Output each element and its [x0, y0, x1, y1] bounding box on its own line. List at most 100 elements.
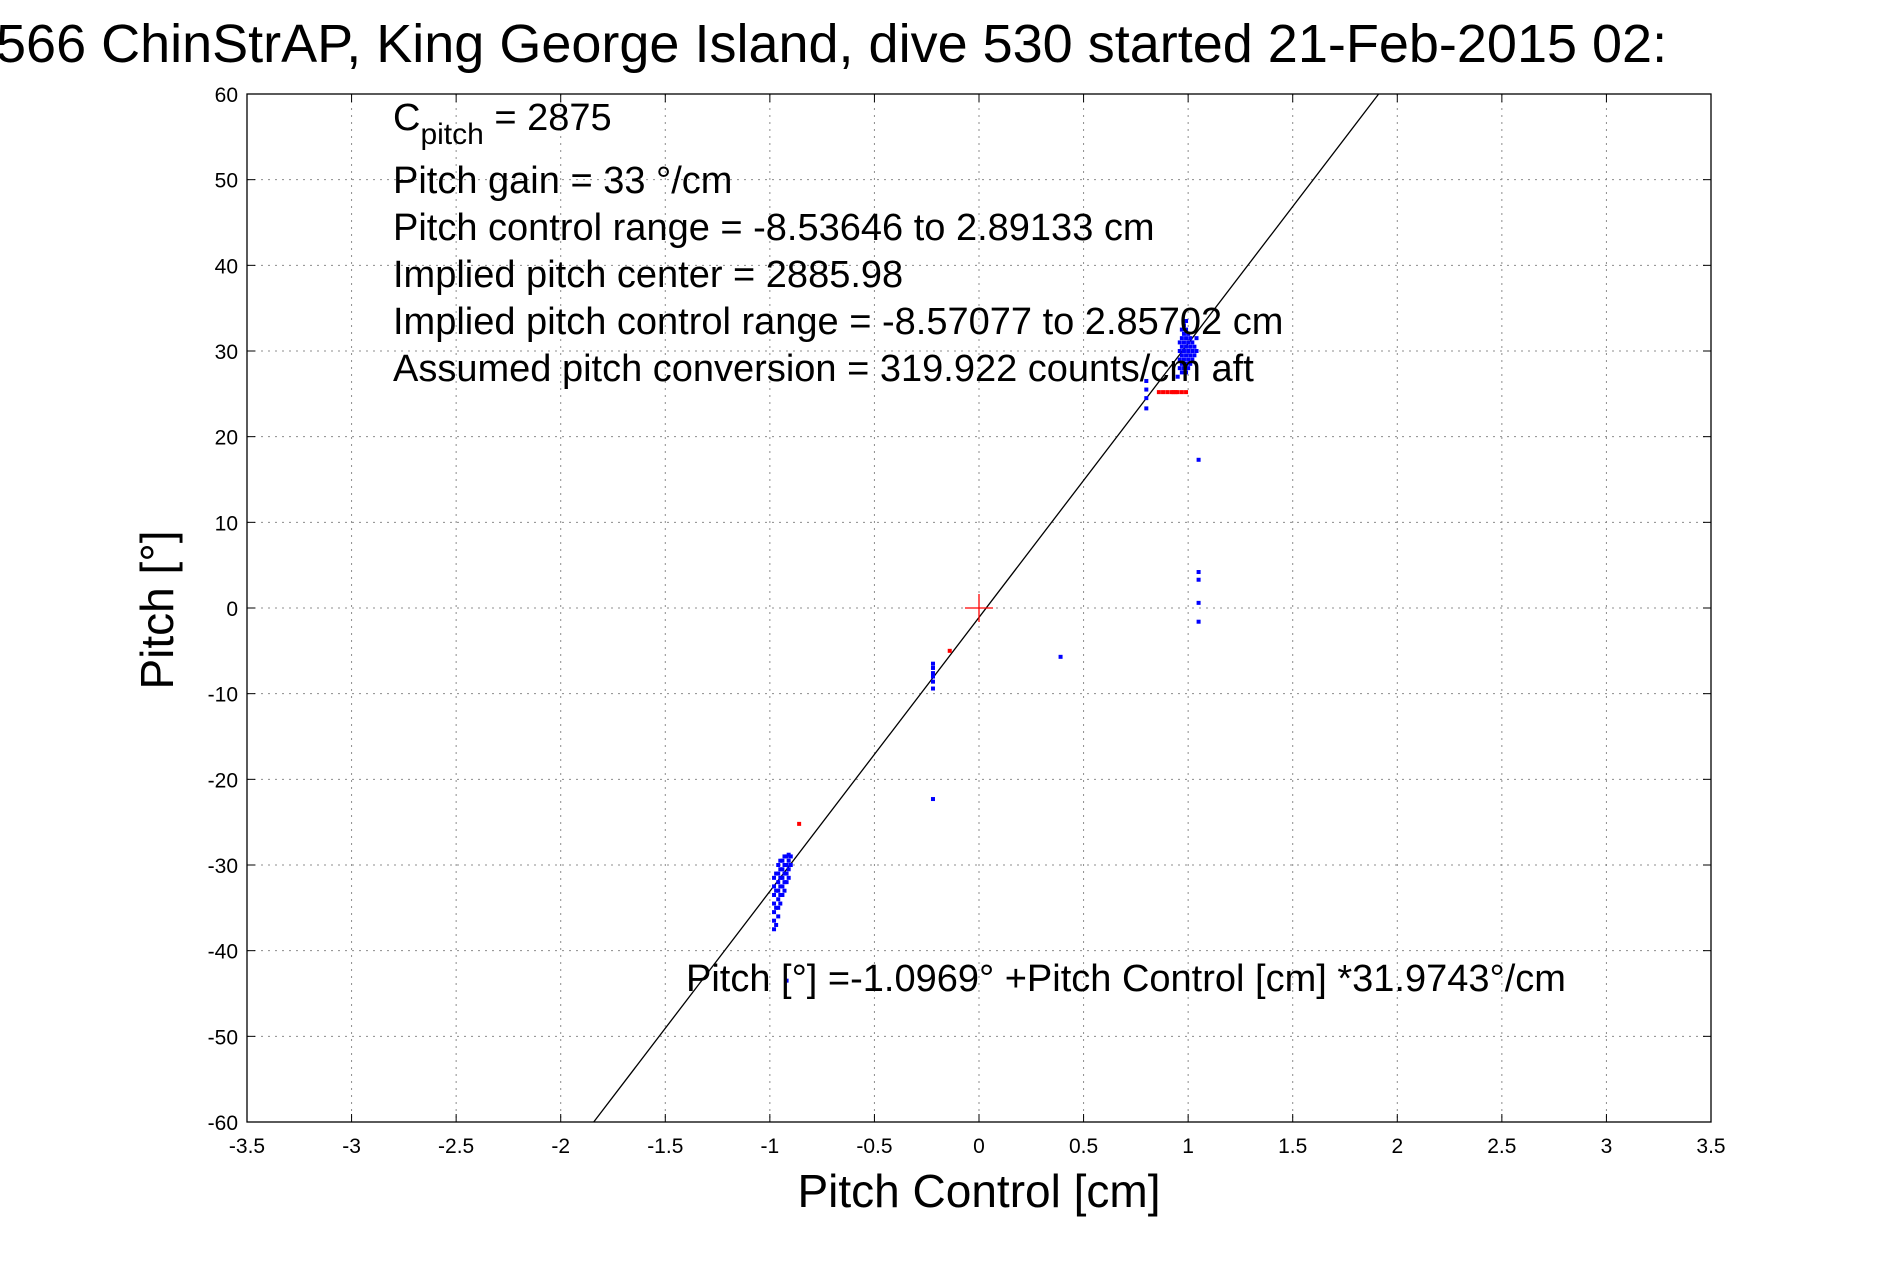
x-tick-label: -0.5 [856, 1135, 892, 1158]
x-axis-ticks: -3.5 -3 -2.5 -2 -1.5 -1 -0.5 0 0.5 1 1.5 2 2.5 3 3.5 [229, 94, 1726, 1158]
y-tick-label: -10 [208, 684, 238, 707]
y-tick-label: -30 [208, 855, 238, 878]
x-tick-label: 2 [1391, 1135, 1403, 1158]
data-point [1192, 353, 1197, 358]
data-point [1165, 390, 1170, 395]
data-point [930, 665, 935, 670]
data-point [776, 914, 781, 919]
data-point [1190, 357, 1195, 362]
data-point [1184, 353, 1189, 358]
data-point [786, 875, 791, 880]
data-point [776, 905, 781, 910]
assumed-pitch-conversion-annotation: Assumed pitch conversion = 319.922 count… [393, 348, 1254, 390]
data-point [1171, 390, 1176, 395]
data-point [776, 871, 781, 876]
data-point [1184, 327, 1189, 332]
data-point [774, 888, 779, 893]
data-point [776, 888, 781, 893]
data-point [1184, 361, 1189, 366]
data-point [1190, 340, 1195, 345]
y-tick-label: -20 [208, 769, 238, 792]
data-point [1188, 361, 1193, 366]
data-point [1186, 340, 1191, 345]
y-tick-label: 0 [226, 598, 238, 621]
data-point [1175, 374, 1180, 379]
y-tick-label: 20 [215, 427, 238, 450]
data-point [776, 880, 781, 885]
data-point [774, 905, 779, 910]
data-point [786, 867, 791, 872]
data-point [772, 927, 777, 932]
data-point [1177, 349, 1182, 353]
data-point [772, 892, 777, 897]
data-point [778, 858, 783, 863]
y-tick-label: -50 [208, 1026, 238, 1049]
series-0 [772, 319, 1201, 983]
data-point [1188, 336, 1193, 341]
data-point [1184, 336, 1189, 341]
x-tick-label: -2.5 [438, 1135, 474, 1158]
x-tick-label: -3.5 [229, 1135, 265, 1158]
data-point [788, 854, 793, 859]
y-tick-label: 10 [215, 512, 238, 535]
data-point [1184, 370, 1189, 375]
data-point [1179, 390, 1184, 395]
data-point [782, 871, 787, 876]
y-axis-label: Pitch [°] [131, 530, 183, 689]
data-point [1161, 390, 1166, 395]
data-point [784, 863, 789, 867]
data-point [797, 821, 802, 826]
x-tick-label: 2.5 [1487, 1135, 1516, 1158]
c-pitch-annotation: Cpitch = 2875 [393, 97, 612, 151]
data-point [778, 884, 783, 889]
data-point [1179, 361, 1184, 366]
data-point [1179, 353, 1184, 358]
data-point [780, 858, 785, 863]
data-point [784, 880, 789, 885]
data-point [782, 854, 787, 859]
data-point [786, 858, 791, 863]
data-point [1184, 390, 1189, 395]
grid-lines [247, 94, 1711, 1122]
pitch-center-marker [965, 594, 993, 622]
data-point [1184, 344, 1189, 349]
data-point [1144, 406, 1149, 411]
x-tick-label: 1 [1182, 1135, 1194, 1158]
x-tick-label: -3 [342, 1135, 361, 1158]
data-point [1173, 390, 1178, 395]
data-point [930, 674, 935, 679]
y-tick-label: 60 [215, 84, 238, 107]
data-point [1184, 319, 1189, 324]
x-tick-label: 0.5 [1069, 1135, 1098, 1158]
data-point [1058, 654, 1063, 659]
data-point [1188, 353, 1193, 358]
data-point [930, 671, 935, 676]
x-tick-label: 1.5 [1278, 1135, 1307, 1158]
x-tick-label: 3.5 [1696, 1135, 1725, 1158]
data-point [778, 901, 783, 906]
implied-pitch-control-range-annotation: Implied pitch control range = -8.57077 t… [393, 301, 1283, 343]
data-point [774, 922, 779, 927]
data-point [784, 854, 789, 859]
data-point [1181, 323, 1186, 328]
series-1 [797, 390, 1189, 826]
y-tick-label: -40 [208, 941, 238, 964]
data-point [1186, 349, 1191, 353]
data-point [1196, 457, 1201, 462]
data-point [1144, 396, 1149, 401]
data-point [1179, 370, 1184, 375]
data-point [930, 797, 935, 802]
data-point [1181, 357, 1186, 362]
data-point [782, 888, 787, 893]
data-point [1190, 349, 1195, 353]
data-point [1144, 378, 1149, 383]
data-point [788, 863, 793, 867]
implied-pitch-center-annotation: Implied pitch center = 2885.98 [393, 254, 903, 296]
data-point [930, 661, 935, 666]
data-point [780, 884, 785, 889]
data-point [772, 901, 777, 906]
c-pitch-symbol: C [393, 97, 420, 139]
chart-title: 566 ChinStrAP, King George Island, dive … [0, 14, 1667, 74]
data-point [772, 918, 777, 923]
